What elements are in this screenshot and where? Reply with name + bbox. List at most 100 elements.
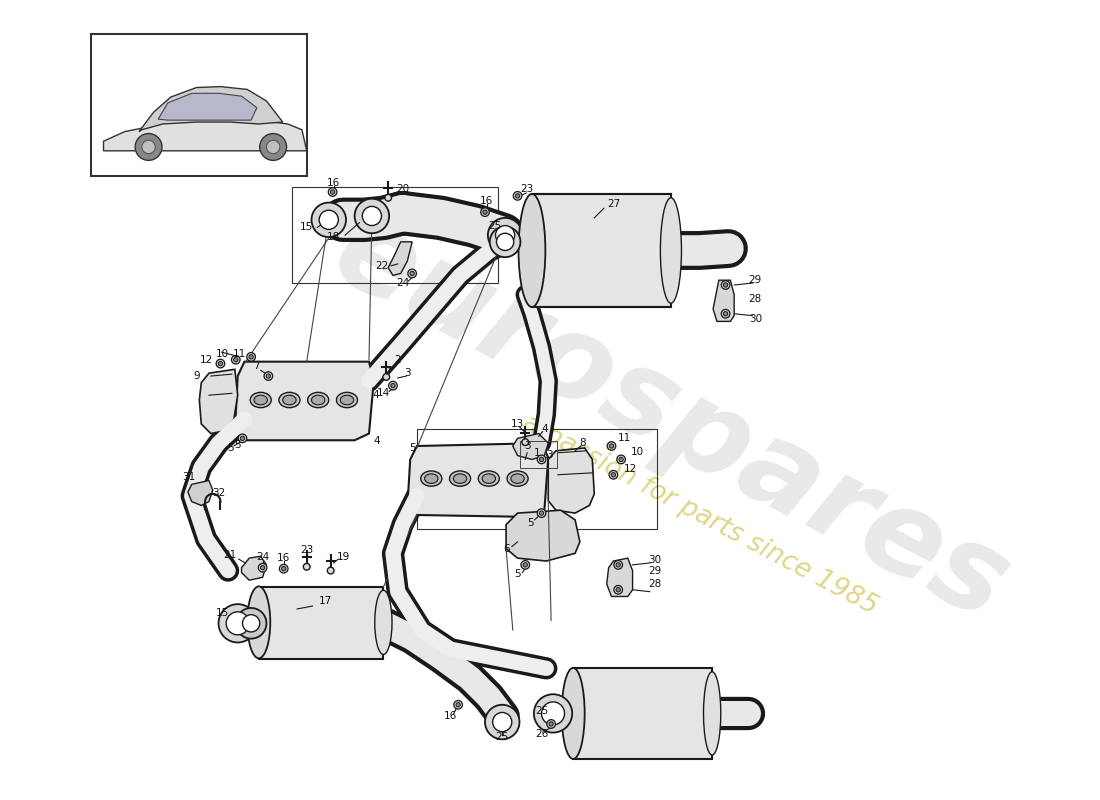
Circle shape	[549, 722, 553, 726]
Text: 13: 13	[510, 419, 525, 429]
Ellipse shape	[704, 672, 720, 755]
Polygon shape	[158, 94, 257, 120]
Circle shape	[541, 702, 564, 725]
Text: 32: 32	[212, 488, 226, 498]
Circle shape	[304, 563, 310, 570]
Text: 19: 19	[337, 552, 350, 562]
Circle shape	[722, 281, 730, 290]
Text: 4: 4	[541, 424, 548, 434]
Text: 22: 22	[375, 261, 388, 271]
Polygon shape	[199, 370, 238, 434]
Circle shape	[454, 701, 462, 709]
Text: 17: 17	[319, 596, 332, 606]
Ellipse shape	[340, 395, 354, 405]
Text: 3: 3	[524, 441, 530, 451]
Circle shape	[619, 458, 624, 462]
Ellipse shape	[478, 471, 499, 486]
Text: 16: 16	[481, 196, 494, 206]
Text: 28: 28	[648, 579, 661, 589]
Polygon shape	[513, 434, 548, 459]
Circle shape	[724, 283, 728, 287]
Circle shape	[261, 566, 265, 570]
Text: 8: 8	[580, 438, 586, 448]
Circle shape	[539, 458, 543, 462]
Text: a passion for parts since 1985: a passion for parts since 1985	[518, 410, 882, 620]
Circle shape	[239, 434, 246, 442]
Circle shape	[390, 383, 395, 388]
Circle shape	[547, 720, 556, 728]
Text: 25: 25	[488, 221, 502, 230]
Text: 5: 5	[227, 443, 233, 453]
Ellipse shape	[507, 471, 528, 486]
Circle shape	[266, 374, 271, 378]
Circle shape	[319, 210, 339, 230]
Circle shape	[521, 561, 529, 569]
Text: 29: 29	[648, 566, 661, 576]
Circle shape	[408, 269, 417, 278]
Circle shape	[614, 586, 623, 594]
Text: 16: 16	[444, 711, 458, 722]
Ellipse shape	[337, 392, 358, 408]
Circle shape	[521, 439, 529, 446]
Circle shape	[616, 588, 620, 592]
Circle shape	[724, 311, 728, 316]
Circle shape	[260, 134, 287, 160]
Circle shape	[534, 694, 572, 733]
Circle shape	[539, 511, 543, 515]
Ellipse shape	[660, 198, 682, 303]
Circle shape	[485, 705, 519, 739]
Circle shape	[617, 455, 626, 464]
Circle shape	[328, 567, 334, 574]
Polygon shape	[188, 481, 212, 506]
Circle shape	[516, 194, 519, 198]
Text: 23: 23	[300, 545, 313, 554]
Text: 31: 31	[183, 472, 196, 482]
Text: 15: 15	[216, 608, 229, 618]
Circle shape	[219, 604, 257, 642]
Ellipse shape	[482, 474, 495, 483]
Text: 5: 5	[409, 443, 416, 453]
Text: 24: 24	[256, 552, 270, 562]
Bar	[293, 187, 498, 283]
Ellipse shape	[562, 668, 585, 759]
Circle shape	[242, 614, 260, 632]
Circle shape	[616, 562, 620, 567]
Ellipse shape	[421, 471, 442, 486]
Text: 16: 16	[327, 178, 340, 188]
Text: 30: 30	[648, 555, 661, 565]
Text: 21: 21	[223, 550, 236, 560]
Text: 11: 11	[233, 349, 246, 359]
Ellipse shape	[279, 392, 300, 408]
Circle shape	[258, 563, 267, 572]
Circle shape	[609, 444, 614, 448]
Ellipse shape	[375, 590, 392, 654]
Text: 28: 28	[749, 294, 762, 304]
Text: eurospares: eurospares	[315, 194, 1027, 645]
Circle shape	[354, 198, 389, 234]
Circle shape	[722, 310, 730, 318]
Circle shape	[279, 564, 288, 573]
Circle shape	[490, 226, 520, 257]
Circle shape	[481, 208, 490, 217]
Circle shape	[330, 190, 334, 194]
Circle shape	[383, 374, 389, 380]
Circle shape	[135, 134, 162, 160]
Text: 1: 1	[534, 448, 540, 458]
Text: 27: 27	[607, 198, 620, 209]
Text: 4: 4	[373, 436, 380, 446]
Text: 10: 10	[216, 349, 229, 359]
Circle shape	[233, 358, 238, 362]
Text: 18: 18	[327, 232, 340, 242]
Circle shape	[266, 140, 279, 154]
Circle shape	[388, 382, 397, 390]
Circle shape	[231, 355, 240, 364]
Polygon shape	[139, 86, 283, 132]
Circle shape	[142, 140, 155, 154]
Polygon shape	[506, 510, 580, 561]
Text: 24: 24	[396, 278, 409, 288]
Ellipse shape	[248, 586, 271, 658]
Text: 5: 5	[234, 440, 241, 450]
Polygon shape	[242, 556, 266, 580]
Ellipse shape	[308, 392, 329, 408]
Bar	[417, 429, 657, 530]
